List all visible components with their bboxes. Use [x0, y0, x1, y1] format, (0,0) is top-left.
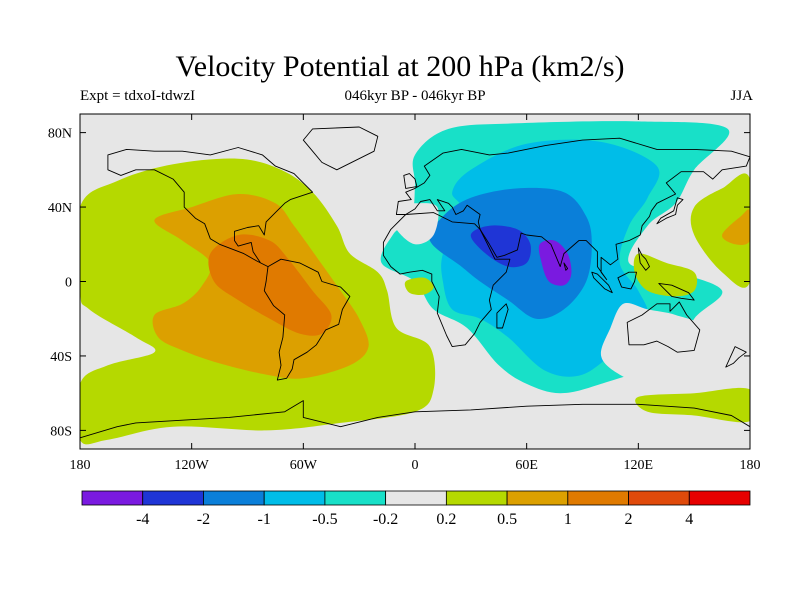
colorbar-swatch — [385, 490, 447, 506]
x-tick-label: 180 — [70, 458, 91, 473]
colorbar-swatch — [445, 490, 508, 506]
coastline-new-guinea — [658, 282, 695, 301]
colorbar-swatch — [263, 490, 326, 506]
colorbar-label: -2 — [197, 511, 210, 528]
colorbar-swatch — [628, 490, 690, 506]
colorbar-swatch — [81, 490, 144, 506]
colorbar-swatch — [142, 490, 204, 506]
coastline-sumatra — [591, 271, 613, 294]
contour-fill-layer — [80, 121, 750, 445]
coastline-japan — [656, 197, 684, 225]
colorbar-swatch — [203, 490, 265, 506]
coastline-borneo — [617, 271, 637, 290]
coastline-australia — [626, 301, 701, 353]
y-tick-label: 40S — [50, 350, 72, 365]
contour-region-neg-2-indian-ocean — [470, 225, 531, 268]
coastline-africa — [382, 212, 511, 348]
contour-region-pos-2-south-america — [208, 234, 332, 336]
coastline-british-isles — [403, 173, 418, 189]
y-tick-label: 0 — [65, 276, 72, 291]
contour-region-pos-05-east-atlantic — [404, 277, 434, 295]
colorbar-label: 0.5 — [497, 511, 517, 528]
contour-region-neg-4-indian-ocean — [538, 239, 572, 286]
x-tick-label: 60E — [515, 458, 538, 473]
x-tick-label: 180 — [740, 458, 761, 473]
contour-region-gray-australia — [600, 303, 710, 390]
x-tick-label: 0 — [412, 458, 419, 473]
coastline-new-zealand — [725, 346, 747, 368]
contour-region-pos-1-east-pacific — [722, 209, 750, 245]
coastline-layer — [80, 126, 750, 439]
coastline-south-america — [263, 258, 351, 381]
x-tick-label: 120W — [175, 458, 210, 473]
chart-title: Velocity Potential at 200 hPa (km2/s) — [175, 50, 625, 83]
contour-region-pos-05-maritime-continent — [633, 253, 698, 297]
colorbar-label: 0.2 — [436, 511, 456, 528]
colorbar-swatch — [324, 490, 387, 506]
colorbar-swatch — [688, 490, 751, 506]
colorbar-label: 2 — [625, 511, 633, 528]
longitude-axis: 180 120W 60W 0 60E 120E 180 — [70, 114, 761, 473]
y-tick-label: 80S — [50, 424, 72, 439]
coastline-madagascar — [496, 303, 509, 329]
contour-region-pos-05-east-pacific — [690, 173, 750, 288]
colorbar-label: -4 — [136, 511, 149, 528]
colorbar-swatch — [506, 490, 569, 506]
season-label: JJA — [730, 88, 753, 104]
colorbar-label: 1 — [564, 511, 572, 528]
colorbar-swatch — [567, 490, 629, 506]
colorbar-label: -0.5 — [312, 511, 337, 528]
y-tick-label: 40N — [48, 201, 72, 216]
color-legend: -4 -2 -1 -0.5 -0.2 0.2 0.5 1 2 4 — [81, 490, 751, 528]
colorbar-label: -0.2 — [373, 511, 398, 528]
colorbar-label: 4 — [685, 511, 693, 528]
colorbar-label: -1 — [258, 511, 271, 528]
time-range-label: 046kyr BP - 046kyr BP — [344, 88, 486, 104]
experiment-label: Expt = tdxoI-tdwzI — [80, 88, 196, 104]
coastline-greenland — [302, 126, 379, 171]
x-tick-label: 120E — [624, 458, 654, 473]
latitude-axis: 80N 40N 0 40S 80S — [48, 127, 750, 439]
x-tick-label: 60W — [290, 458, 318, 473]
y-tick-label: 80N — [48, 127, 72, 142]
coastline-eurasia — [395, 137, 750, 281]
coastline-antarctica — [80, 400, 750, 439]
coastline-philippines — [637, 247, 650, 271]
coastline-sri-lanka — [563, 262, 569, 271]
coastline-north-america — [107, 147, 314, 268]
